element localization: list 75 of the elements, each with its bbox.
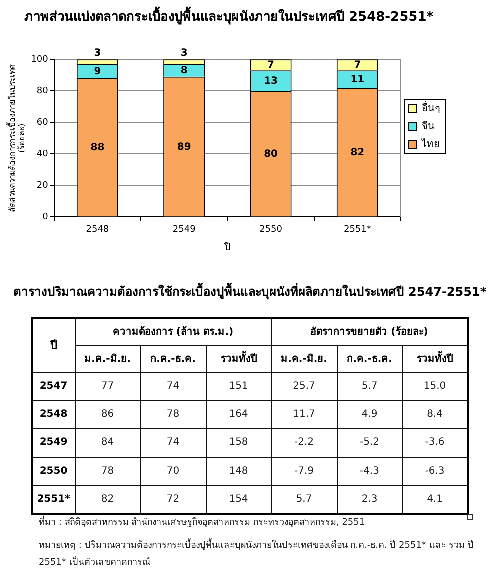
- data-label: -7.9: [272, 457, 338, 486]
- y-tick-label: 2549: [32, 428, 75, 458]
- data-label: 25.7: [272, 372, 338, 400]
- data-label: 88: [90, 142, 105, 154]
- data-label: 4.9: [337, 400, 403, 429]
- data-label: 151: [206, 372, 272, 400]
- x-tick-label: 2549: [172, 224, 196, 235]
- data-label: 78: [140, 400, 206, 429]
- y-tick-label: 80: [36, 86, 49, 96]
- x-tick-label: 2551*: [344, 224, 372, 235]
- data-label: 72: [140, 486, 206, 514]
- y-tick-label: 2550: [32, 457, 75, 486]
- y-tick-label: 40: [36, 150, 49, 160]
- data-label: -6.3: [402, 457, 468, 486]
- data-label: 74: [140, 372, 206, 400]
- chart-title: ภาพส่วนแบ่งตลาดกระเบื้องปูพื้นและบุผนังภายในประเทศปี 2548-2551*: [24, 6, 434, 26]
- data-label: 13: [264, 76, 278, 87]
- data-label: 70: [140, 457, 206, 486]
- x-tick-label: 2548: [86, 224, 110, 235]
- data-label: 9: [94, 66, 102, 78]
- data-label: -4.3: [337, 457, 403, 486]
- x-tick-label: ก.ค.-ธ.ค.: [140, 345, 206, 372]
- data-label: 8.4: [402, 400, 468, 429]
- data-label: 164: [206, 400, 272, 429]
- data-label: 77: [75, 372, 140, 400]
- data-label: 11: [350, 74, 365, 86]
- data-label: 82: [350, 147, 365, 158]
- data-label: 4.1: [402, 486, 468, 514]
- data-label: -2.2: [272, 428, 338, 458]
- x-tick-label: ม.ค.-มิ.ย.: [272, 345, 338, 372]
- data-label: 8: [180, 66, 188, 77]
- x-tick-label: ม.ค.-มิ.ย.: [75, 345, 140, 372]
- data-label: 82: [75, 486, 140, 514]
- data-label: 15.0: [402, 372, 468, 400]
- data-label: 3: [94, 48, 102, 60]
- data-label: 154: [206, 486, 272, 514]
- data-label: 74: [140, 428, 206, 458]
- data-label: 11.7: [272, 400, 338, 429]
- y-tick-label: 2548: [32, 400, 75, 429]
- data-label: 78: [75, 457, 140, 486]
- y-tick-label: 100: [31, 54, 49, 65]
- x-tick-label: ก.ค.-ธ.ค.: [337, 345, 403, 372]
- y-tick-label: 2547: [32, 372, 75, 400]
- y-tick-label: 60: [36, 118, 49, 128]
- y-axis-title: สัดส่วนความต้องการกระเบื้องภายในประเทศ (ร้อยละ): [6, 64, 26, 212]
- text: อัตราการขยายตัว (ร้อยละ): [272, 318, 468, 345]
- text: ความต้องการ (ล้าน ตร.ม.): [75, 318, 272, 345]
- data-label: 3: [180, 48, 188, 60]
- data-label: 84: [75, 428, 140, 458]
- data-label: 5.7: [272, 486, 338, 514]
- data-label: 5.7: [337, 372, 403, 400]
- y-axis-title: ปี: [32, 318, 75, 372]
- text: ที่มา : สถิติอุตสาหกรรม สำนักงานเศรษฐกิจอุตสาหกรรม กระทรวงอุตสาหกรรม, 2551: [39, 515, 366, 530]
- x-tick-label: 2550: [260, 224, 283, 235]
- x-tick-label: รวมทั้งปี: [206, 345, 272, 372]
- x-axis-title: ปี: [224, 242, 231, 254]
- data-label: 80: [264, 149, 278, 160]
- legend-label: ไทย: [421, 138, 440, 151]
- data-label: -5.2: [337, 428, 403, 458]
- data-label: 7: [268, 60, 275, 72]
- x-tick-label: รวมทั้งปี: [402, 345, 468, 372]
- y-tick-label: 2551*: [32, 486, 75, 514]
- legend-label: จีน: [422, 120, 435, 133]
- data-label: 89: [177, 142, 192, 153]
- data-label: 158: [206, 428, 272, 458]
- data-label: 2.3: [337, 486, 403, 514]
- data-label: 148: [206, 457, 272, 486]
- chart-title: ตารางปริมาณความต้องการใช้กระเบื้องปูพื้นและบุผนังที่ผลิตภายในประเทศปี 2547-2551*: [12, 284, 488, 300]
- text: หมายเหตุ : ปริมาณความต้องการกระเบื้องปูพื้นและบุผนังภายในประเทศของเดือน ก.ค.-ธ.ค. ปี 2551* และ รวม ปี 2551* เป็นตัวเลขคาดการณ์: [39, 538, 476, 570]
- legend-label: อื่นๆ: [422, 100, 440, 115]
- data-label: 86: [75, 400, 140, 429]
- data-label: 7: [354, 60, 362, 72]
- y-tick-label: 0: [42, 212, 49, 223]
- y-tick-label: 20: [36, 181, 49, 192]
- data-label: -3.6: [402, 428, 468, 458]
